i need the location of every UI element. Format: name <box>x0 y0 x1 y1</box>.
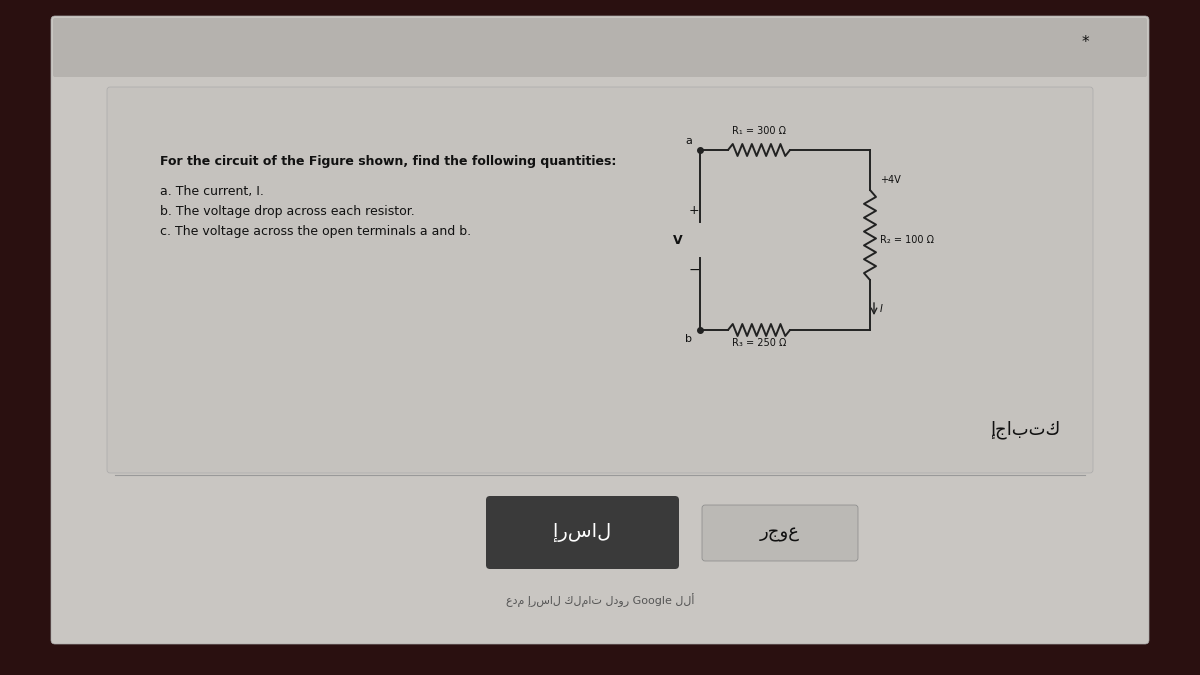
Text: R₂ = 100 Ω: R₂ = 100 Ω <box>880 235 934 245</box>
Text: R₁ = 300 Ω: R₁ = 300 Ω <box>732 126 786 136</box>
Text: إجابتك: إجابتك <box>990 420 1060 439</box>
Text: a: a <box>685 136 692 146</box>
FancyBboxPatch shape <box>107 87 1093 473</box>
Text: b: b <box>685 334 692 344</box>
Text: R₃ = 250 Ω: R₃ = 250 Ω <box>732 338 786 348</box>
Text: عدم إرسال كلمات لدور Google للأ: عدم إرسال كلمات لدور Google للأ <box>506 593 694 607</box>
FancyBboxPatch shape <box>486 496 679 569</box>
FancyBboxPatch shape <box>53 18 1147 77</box>
Text: I: I <box>880 304 883 314</box>
Text: +: + <box>689 203 700 217</box>
Text: *: * <box>1081 35 1088 50</box>
Text: c. The voltage across the open terminals a and b.: c. The voltage across the open terminals… <box>160 225 472 238</box>
Text: For the circuit of the Figure shown, find the following quantities:: For the circuit of the Figure shown, fin… <box>160 155 617 168</box>
Text: +4V: +4V <box>880 175 901 185</box>
Text: رجوع: رجوع <box>760 524 800 542</box>
Text: a. The current, I.: a. The current, I. <box>160 185 264 198</box>
Text: −: − <box>688 263 700 277</box>
Text: إرسال: إرسال <box>553 523 612 542</box>
Text: V: V <box>673 234 683 246</box>
FancyBboxPatch shape <box>702 505 858 561</box>
FancyBboxPatch shape <box>50 16 1150 644</box>
Text: b. The voltage drop across each resistor.: b. The voltage drop across each resistor… <box>160 205 415 218</box>
